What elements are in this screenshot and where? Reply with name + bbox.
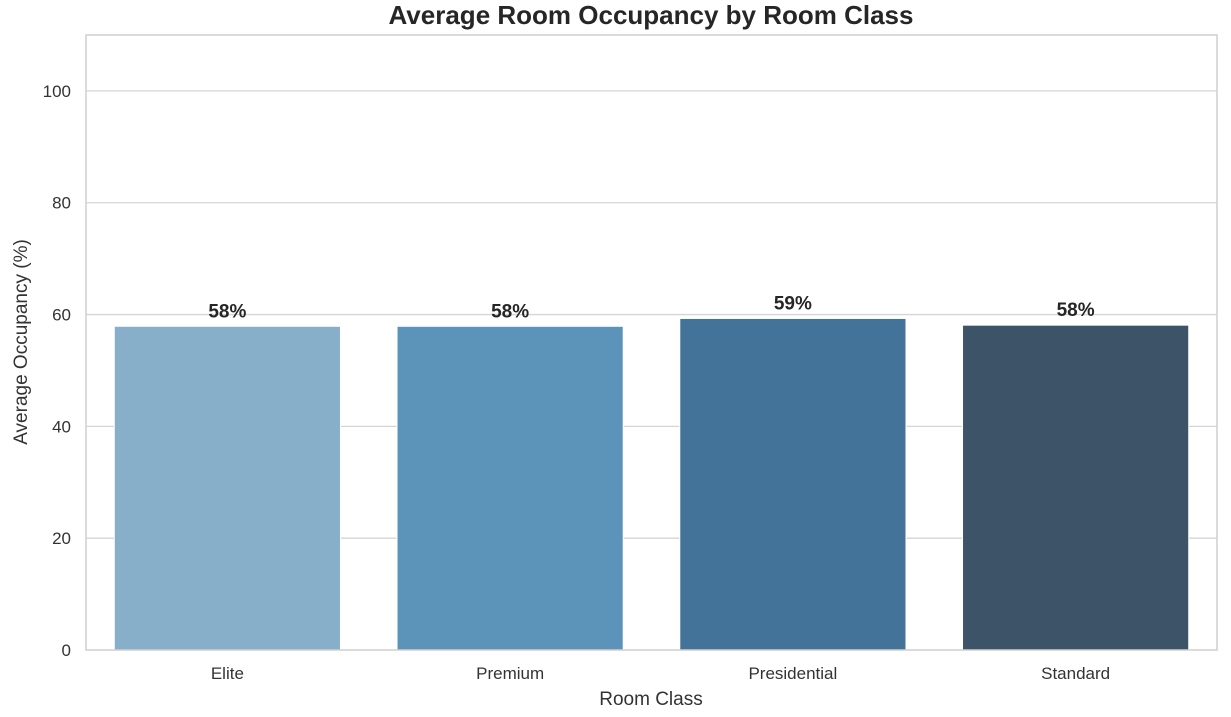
bars [113, 317, 1190, 651]
bar-elite [113, 325, 341, 651]
data-label-presidential: 59% [774, 293, 812, 314]
x-tick-labels: Elite Premium Presidential Standard [211, 664, 1110, 683]
y-tick-label: 100 [43, 82, 71, 101]
bar-premium [396, 325, 624, 651]
data-label-standard: 58% [1057, 300, 1095, 321]
x-axis-label: Room Class [599, 689, 702, 710]
bar-presidential [679, 317, 907, 651]
x-tick-label-premium: Premium [476, 664, 544, 683]
data-label-elite: 58% [208, 301, 246, 322]
y-tick-label: 80 [52, 194, 71, 213]
y-tick-label: 0 [62, 641, 71, 660]
x-tick-label-presidential: Presidential [748, 664, 837, 683]
data-label-premium: 58% [491, 301, 529, 322]
y-tick-label: 60 [52, 306, 71, 325]
data-labels: 58% 58% 59% 58% [208, 293, 1094, 322]
bar-standard [962, 324, 1190, 651]
chart-title: Average Room Occupancy by Room Class [389, 0, 914, 30]
plot-frame [85, 34, 1218, 651]
y-tick-label: 20 [52, 529, 71, 548]
y-tick-labels: 0 20 40 60 80 100 [43, 82, 71, 660]
y-axis-label: Average Occupancy (%) [11, 239, 32, 445]
y-tick-label: 40 [52, 417, 71, 436]
x-tick-label-elite: Elite [211, 664, 244, 683]
x-tick-label-standard: Standard [1041, 664, 1110, 683]
